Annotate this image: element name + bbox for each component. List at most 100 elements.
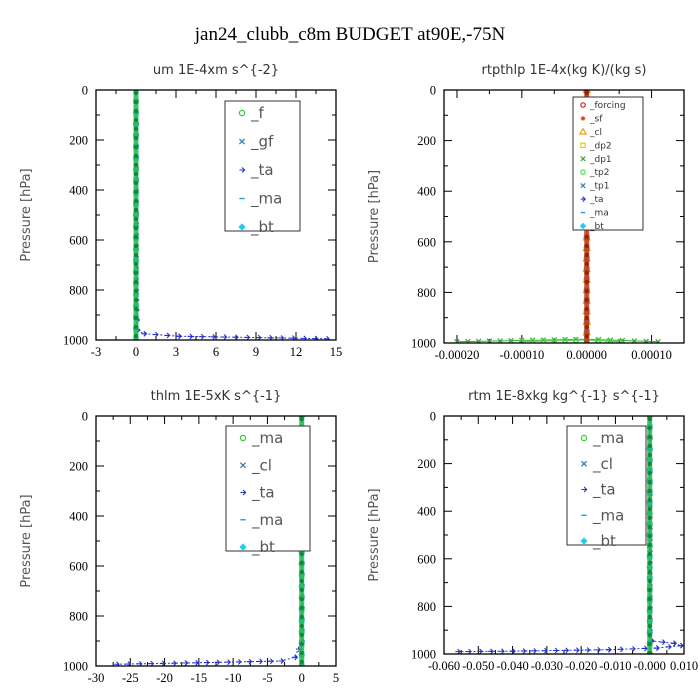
series-point (574, 647, 580, 654)
series-point (678, 642, 684, 649)
zero-profile-marker (584, 306, 589, 312)
series-point (551, 337, 558, 343)
legend-marker-3 (240, 489, 247, 496)
zero-profile-marker (647, 434, 652, 440)
x-tick-label: 3 (173, 345, 179, 359)
y-axis-label: Pressure [hPa] (367, 488, 382, 581)
series-point (199, 333, 205, 340)
y-tick-label: 200 (69, 134, 88, 148)
x-tick-label: 12 (290, 345, 303, 359)
legend-label-5: _bt (592, 532, 616, 551)
zero-profile-marker (133, 135, 139, 141)
zero-profile-marker (647, 461, 652, 467)
legend-marker-3 (581, 486, 588, 493)
series-point (616, 338, 623, 343)
zero-profile-marker (647, 623, 652, 629)
series-point (214, 659, 221, 666)
legend-marker-1 (580, 434, 588, 442)
zero-profile-marker (299, 560, 304, 566)
y-tick-label: 200 (417, 457, 436, 471)
zero-profile-marker (647, 452, 652, 458)
x-tick-label: -0.020 (565, 659, 597, 673)
series-point (666, 643, 672, 650)
y-tick-label: 1000 (63, 334, 88, 348)
zero-profile-marker (584, 90, 589, 96)
legend-marker-5 (239, 543, 247, 551)
zero-profile-marker (133, 117, 139, 123)
legend-label-5: _bt (250, 218, 274, 237)
x-tick-label: -0.000 (634, 659, 666, 673)
zero-profile-marker (647, 560, 652, 566)
legend-label-1: _ma (592, 429, 624, 448)
legend-label-3: _ta (592, 481, 616, 500)
axes-frame (95, 89, 337, 341)
series-point (301, 335, 308, 340)
series-point (605, 338, 612, 343)
x-tick-label: -5 (262, 671, 272, 685)
series-point (182, 660, 189, 666)
legend-label-2: _cl (592, 455, 613, 474)
y-tick-label: 800 (417, 286, 436, 300)
y-tick-label: 0 (82, 410, 88, 424)
legend-marker-1 (238, 109, 246, 117)
y-tick-label: 600 (69, 560, 88, 574)
series-point (221, 334, 228, 340)
series-point (531, 647, 538, 654)
y-tick-label: 400 (69, 184, 88, 198)
series-point (153, 331, 159, 338)
legend-marker-3 (578, 127, 588, 135)
zero-profile-marker (584, 261, 589, 267)
x-tick-label: -0.00010 (499, 348, 544, 362)
zero-profile-marker (647, 416, 652, 422)
legend-box (572, 96, 644, 231)
zero-profile-marker (133, 297, 139, 303)
chart-panel-3: thlm 1E-5xK s^{-1} Pressure [hPa] 0 200 400 6… (19, 389, 339, 685)
series-point (642, 645, 648, 652)
legend-marker-5 (580, 537, 588, 545)
x-tick-label: 0 (299, 671, 305, 685)
y-tick-label: 1000 (411, 337, 436, 351)
series-point (654, 645, 660, 651)
zero-profile-marker (584, 270, 589, 276)
zero-profile-marker (133, 225, 139, 231)
zero-profile-marker (584, 243, 589, 249)
zero-profile-marker (133, 144, 139, 150)
zero-profile-marker (133, 234, 139, 240)
series-point (312, 335, 319, 340)
zero-profile-marker (299, 596, 304, 602)
zero-profile-marker (299, 632, 304, 638)
x-tick-label: -0.010 (599, 659, 631, 673)
x-tick-label: -3 (91, 345, 101, 359)
axes-frame (95, 415, 337, 667)
series-point (233, 334, 239, 340)
series-point (278, 658, 285, 664)
zero-profile-marker (584, 333, 589, 339)
x-tick-label: 5 (333, 671, 339, 685)
y-tick-label: 400 (69, 510, 88, 524)
chart-panel-1: um 1E-4xm s^{-2} Pressure [hPa] 0 200 400 600… (19, 63, 342, 359)
y-tick-label: 600 (417, 235, 436, 249)
y-tick-label: 200 (417, 134, 436, 148)
series-point (148, 660, 155, 666)
series-point (268, 658, 274, 665)
panels: um 1E-4xm s^{-2}Pressure [hPa]0200400600… (19, 63, 698, 685)
legend-label-1: _ma (251, 429, 283, 448)
series-point (619, 337, 626, 343)
series-point (210, 333, 216, 340)
legend-label-1: _forcing (589, 101, 626, 111)
zero-profile-marker (584, 297, 589, 303)
legend-label-4: _dp2 (589, 141, 612, 151)
zero-profile-marker (584, 288, 589, 294)
zero-profile-marker (299, 569, 304, 575)
series-point (477, 648, 483, 654)
chart-panel-4: rtm 1E-8xkg kg^{-1} s^{-1} Pressure [hPa]… (367, 389, 698, 673)
x-tick-label: -0.00020 (435, 348, 480, 362)
series-point (552, 647, 559, 654)
series-point (542, 647, 548, 654)
series-point (520, 648, 527, 654)
zero-profile-marker (133, 108, 139, 114)
legend: _f _gf _ta _ma _bt (224, 100, 301, 237)
x-tick-label: -0.060 (428, 659, 460, 673)
zero-profile-marker (133, 207, 139, 213)
legend-marker-5 (238, 223, 246, 231)
